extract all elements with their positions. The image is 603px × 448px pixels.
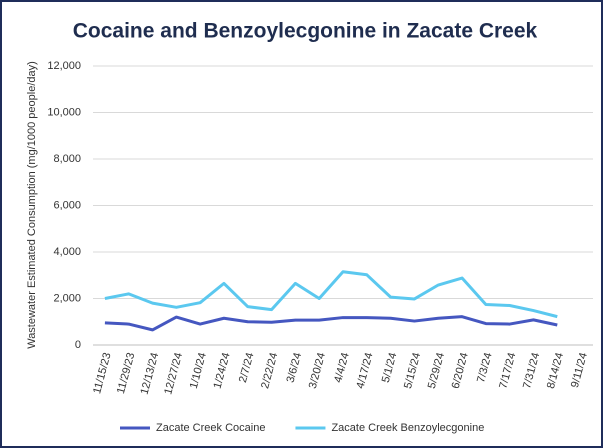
y-axis-label: Wastewater Estimated Consumption (mg/100… xyxy=(26,61,38,349)
legend-label: Zacate Creek Benzoylecgonine xyxy=(331,422,484,434)
y-tick-label: 8,000 xyxy=(53,153,81,165)
y-tick-label: 12,000 xyxy=(47,60,81,72)
chart-title: Cocaine and Benzoylecgonine in Zacate Cr… xyxy=(73,20,538,43)
series-line xyxy=(104,270,558,319)
y-tick-label: 4,000 xyxy=(53,246,81,258)
series-line xyxy=(104,315,558,332)
legend-label: Zacate Creek Cocaine xyxy=(156,422,265,434)
y-tick-label: 2,000 xyxy=(53,292,81,304)
y-tick-label: 6,000 xyxy=(53,199,81,211)
y-tick-label: 0 xyxy=(75,339,81,351)
y-tick-label: 10,000 xyxy=(47,106,81,118)
